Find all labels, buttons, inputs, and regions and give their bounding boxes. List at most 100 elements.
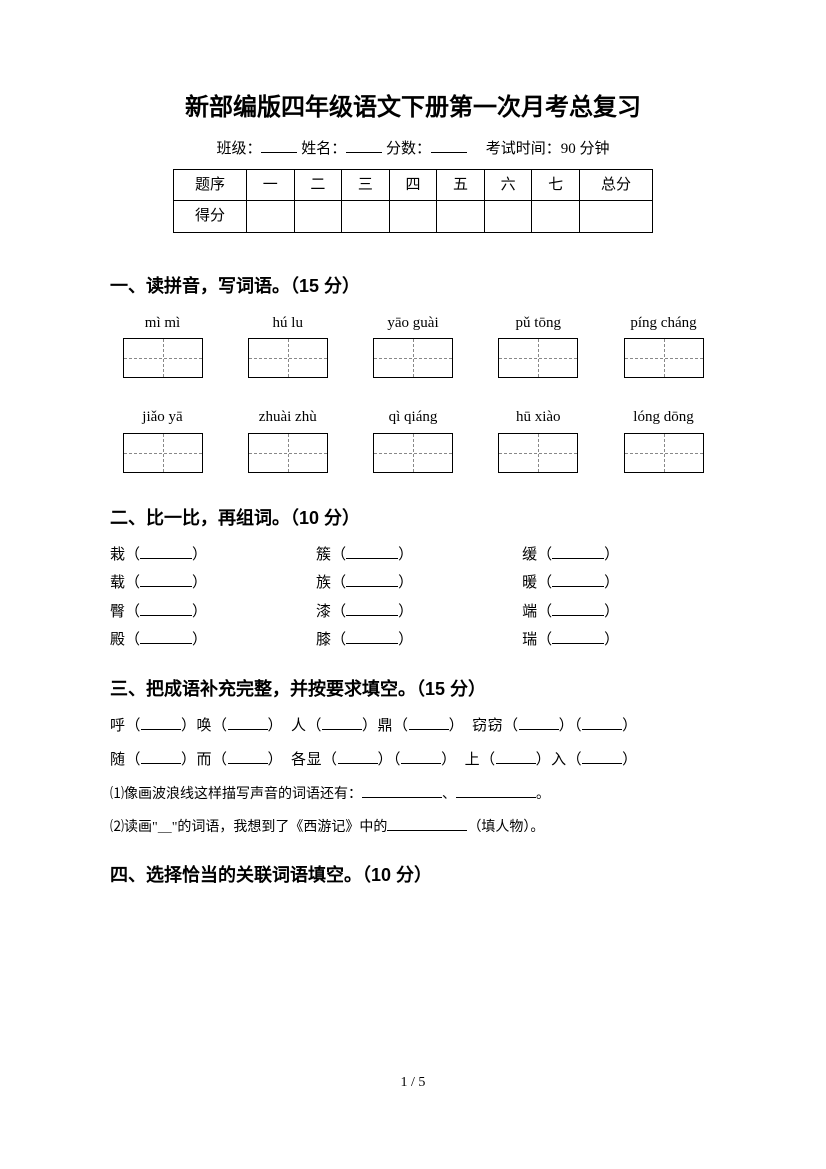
blank[interactable] [496, 750, 536, 764]
text: ）（ [378, 752, 402, 768]
idiom-line-1: 呼（）唤（） 人（）鼎（） 窃窃（）（） [110, 715, 716, 738]
compare-char: 族 [316, 575, 331, 591]
cell: 三 [342, 169, 390, 201]
pinyin-label: pǔ tōng [486, 312, 591, 335]
blank[interactable] [141, 750, 181, 764]
blank[interactable] [362, 784, 442, 798]
text: ） 人（ [268, 718, 323, 734]
score-cell[interactable] [484, 201, 532, 233]
score-cell[interactable] [532, 201, 580, 233]
class-label: 班级： [216, 141, 261, 157]
blank[interactable] [141, 716, 181, 730]
score-cell[interactable] [579, 201, 652, 233]
pinyin-item: lóng dōng [611, 406, 716, 481]
blank[interactable] [228, 750, 268, 764]
text: （填人物）。 [467, 820, 544, 835]
text: 、 [442, 787, 456, 802]
text: ） 窃窃（ [449, 718, 519, 734]
compare-row: 载（） 族（） 暖（） [110, 572, 716, 595]
char-box[interactable] [248, 338, 328, 378]
pinyin-item: mì mì [110, 312, 215, 387]
char-box[interactable] [498, 433, 578, 473]
char-box[interactable] [248, 433, 328, 473]
char-box[interactable] [624, 338, 704, 378]
char-box[interactable] [373, 338, 453, 378]
score-cell[interactable] [342, 201, 390, 233]
blank[interactable] [140, 630, 192, 644]
section-4-title: 四、选择恰当的关联词语填空。（10 分） [110, 862, 716, 889]
blank[interactable] [140, 573, 192, 587]
blank[interactable] [552, 602, 604, 616]
blank[interactable] [346, 602, 398, 616]
compare-char: 栽 [110, 547, 125, 563]
table-row: 得分 [174, 201, 653, 233]
score-table: 题序 一 二 三 四 五 六 七 总分 得分 [173, 169, 653, 233]
blank[interactable] [338, 750, 378, 764]
score-label: 分数： [386, 141, 431, 157]
compare-char: 臀 [110, 604, 125, 620]
cell: 六 [484, 169, 532, 201]
exam-meta-line: 班级： 姓名： 分数： 考试时间：90 分钟 [110, 138, 716, 161]
table-row: 题序 一 二 三 四 五 六 七 总分 [174, 169, 653, 201]
text: 随（ [110, 752, 141, 768]
pinyin-item: jiǎo yā [110, 406, 215, 481]
blank[interactable] [346, 630, 398, 644]
time-label: 考试时间：90 分钟 [486, 141, 610, 157]
cell: 七 [532, 169, 580, 201]
score-cell[interactable] [247, 201, 295, 233]
cell: 一 [247, 169, 295, 201]
blank[interactable] [519, 716, 559, 730]
name-blank[interactable] [346, 139, 382, 153]
blank[interactable] [322, 716, 362, 730]
char-box[interactable] [624, 433, 704, 473]
blank[interactable] [346, 573, 398, 587]
name-label: 姓名： [301, 141, 346, 157]
compare-char: 载 [110, 575, 125, 591]
cell: 总分 [579, 169, 652, 201]
blank[interactable] [582, 750, 622, 764]
text: ）唤（ [181, 718, 228, 734]
compare-char: 殿 [110, 632, 125, 648]
blank[interactable] [401, 750, 441, 764]
score-blank[interactable] [431, 139, 467, 153]
char-box[interactable] [123, 338, 203, 378]
pinyin-item: qì qiáng [361, 406, 466, 481]
pinyin-label: hū xiào [486, 406, 591, 429]
blank[interactable] [552, 545, 604, 559]
pinyin-label: yāo guài [361, 312, 466, 335]
text: ） [622, 718, 638, 734]
class-blank[interactable] [261, 139, 297, 153]
blank[interactable] [409, 716, 449, 730]
blank[interactable] [552, 630, 604, 644]
blank[interactable] [346, 545, 398, 559]
text: ） 上（ [441, 752, 496, 768]
text: ）（ [559, 718, 583, 734]
blank[interactable] [228, 716, 268, 730]
compare-char: 漆 [316, 604, 331, 620]
text: ）而（ [181, 752, 228, 768]
blank[interactable] [456, 784, 536, 798]
char-box[interactable] [373, 433, 453, 473]
text: ） 各显（ [268, 752, 338, 768]
pinyin-label: jiǎo yā [110, 406, 215, 429]
compare-char: 瑞 [522, 632, 537, 648]
compare-row: 栽（） 簇（） 缓（） [110, 544, 716, 567]
pinyin-item: hú lu [235, 312, 340, 387]
pinyin-label: mì mì [110, 312, 215, 335]
compare-char: 暖 [522, 575, 537, 591]
blank[interactable] [140, 545, 192, 559]
score-cell[interactable] [437, 201, 485, 233]
pinyin-item: yāo guài [361, 312, 466, 387]
char-box[interactable] [123, 433, 203, 473]
cell: 得分 [174, 201, 247, 233]
section-2-title: 二、比一比，再组词。（10 分） [110, 505, 716, 532]
char-box[interactable] [498, 338, 578, 378]
blank[interactable] [140, 602, 192, 616]
blank[interactable] [552, 573, 604, 587]
blank[interactable] [582, 716, 622, 730]
score-cell[interactable] [389, 201, 437, 233]
compare-char: 簇 [316, 547, 331, 563]
cell: 题序 [174, 169, 247, 201]
blank[interactable] [387, 817, 467, 831]
score-cell[interactable] [294, 201, 342, 233]
